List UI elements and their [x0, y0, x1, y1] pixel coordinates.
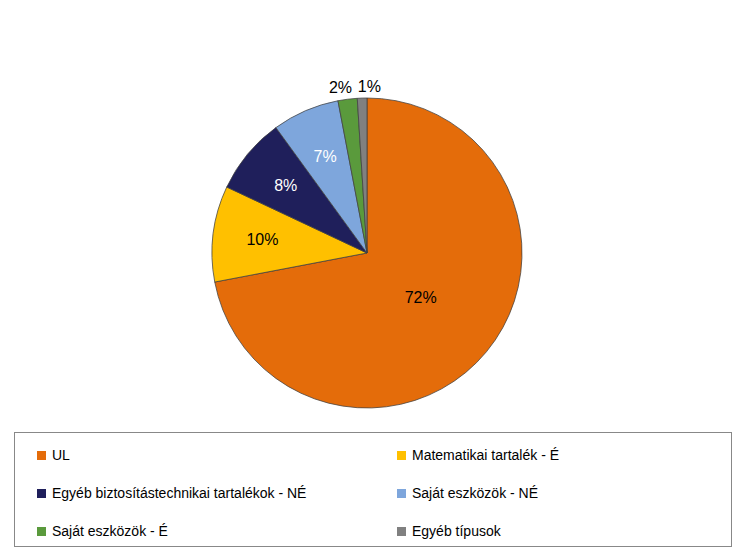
- html-text:Egyéb biztosítástechnikai tart: Egyéb biztosítástechnikai tartalékok - N…: [52, 485, 307, 501]
- svg-text:2%: 2%: [329, 79, 352, 96]
- html-text:Saját eszközök - NÉ: Saját eszközök - NÉ: [412, 485, 539, 501]
- html-text:Saját eszközök - É: Saját eszközök - É: [52, 523, 168, 539]
- svg-text:7%: 7%: [314, 148, 337, 165]
- html-text:UL: UL: [52, 447, 70, 463]
- svg-text:72%: 72%: [405, 289, 437, 306]
- svg-text:10%: 10%: [246, 231, 278, 248]
- svg-text:8%: 8%: [274, 177, 297, 194]
- html-text:Egyéb típusok: Egyéb típusok: [412, 523, 501, 539]
- html-text:Matematikai tartalék - É: Matematikai tartalék - É: [412, 447, 560, 463]
- svg-text:1%: 1%: [358, 78, 381, 95]
